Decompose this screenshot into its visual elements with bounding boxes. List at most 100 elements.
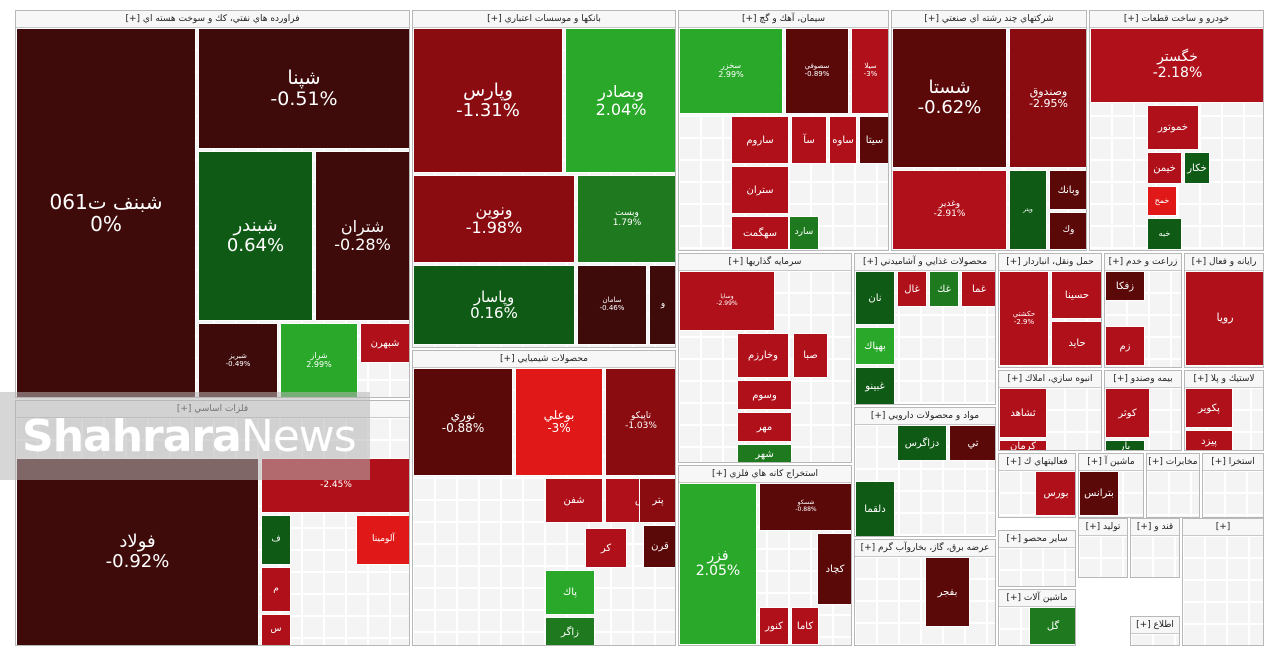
- sector-title[interactable]: رايانه و فعال [+]: [1185, 254, 1263, 271]
- minor-stock-tile[interactable]: [523, 500, 545, 522]
- minor-stock-tile[interactable]: [987, 381, 995, 403]
- minor-stock-tile[interactable]: [943, 491, 965, 513]
- minor-stock-tile[interactable]: [877, 226, 888, 248]
- minor-stock-tile[interactable]: [457, 588, 479, 610]
- minor-stock-tile[interactable]: [1203, 471, 1225, 493]
- stock-tile[interactable]: وسايا -2.99%: [679, 271, 775, 331]
- minor-stock-tile[interactable]: [1065, 548, 1075, 570]
- minor-stock-tile[interactable]: [633, 610, 655, 632]
- stock-tile[interactable]: پتر: [639, 478, 675, 523]
- minor-stock-tile[interactable]: [413, 522, 435, 544]
- minor-stock-tile[interactable]: [789, 293, 811, 315]
- minor-stock-tile[interactable]: [855, 182, 877, 204]
- sector-title[interactable]: محصولات غذايي و آشاميدني [+]: [855, 254, 995, 271]
- minor-stock-tile[interactable]: [457, 522, 479, 544]
- stock-tile[interactable]: بترانس: [1079, 471, 1119, 516]
- stock-tile[interactable]: م: [261, 567, 291, 612]
- minor-stock-tile[interactable]: [701, 359, 723, 381]
- minor-stock-tile[interactable]: [302, 528, 324, 550]
- minor-stock-tile[interactable]: [899, 557, 921, 579]
- minor-stock-tile[interactable]: [457, 632, 479, 645]
- minor-stock-tile[interactable]: [390, 638, 409, 645]
- stock-tile[interactable]: سيلا -3%: [851, 28, 888, 114]
- stock-tile[interactable]: وسوم: [737, 380, 792, 410]
- minor-stock-tile[interactable]: [921, 381, 943, 403]
- minor-stock-tile[interactable]: [1251, 432, 1263, 450]
- minor-stock-tile[interactable]: [855, 623, 877, 645]
- minor-stock-tile[interactable]: [1222, 226, 1244, 248]
- minor-stock-tile[interactable]: [1183, 602, 1205, 624]
- minor-stock-tile[interactable]: [679, 248, 701, 250]
- minor-stock-tile[interactable]: [877, 182, 888, 204]
- minor-stock-tile[interactable]: [789, 447, 811, 462]
- minor-stock-tile[interactable]: [833, 315, 851, 337]
- minor-stock-tile[interactable]: [999, 570, 1021, 586]
- minor-stock-tile[interactable]: [987, 601, 995, 623]
- minor-stock-tile[interactable]: [1249, 536, 1263, 558]
- stock-tile[interactable]: حايد: [1051, 321, 1101, 366]
- minor-stock-tile[interactable]: [1112, 138, 1134, 160]
- minor-stock-tile[interactable]: [457, 478, 479, 500]
- minor-stock-tile[interactable]: [999, 515, 1021, 517]
- minor-stock-tile[interactable]: [435, 610, 457, 632]
- stock-tile[interactable]: ساروم: [731, 116, 789, 164]
- stock-tile[interactable]: فزر 2.05%: [679, 483, 757, 645]
- stock-tile[interactable]: كاما: [791, 607, 819, 645]
- minor-stock-tile[interactable]: [833, 425, 851, 447]
- stock-tile[interactable]: شستا -0.62%: [892, 28, 1007, 168]
- stock-tile[interactable]: وپاسار 0.16%: [413, 265, 575, 345]
- minor-stock-tile[interactable]: [965, 403, 987, 404]
- minor-stock-tile[interactable]: [877, 557, 899, 579]
- minor-stock-tile[interactable]: [435, 544, 457, 566]
- minor-stock-tile[interactable]: [633, 566, 655, 588]
- minor-stock-tile[interactable]: [346, 572, 368, 594]
- minor-stock-tile[interactable]: [833, 403, 851, 425]
- minor-stock-tile[interactable]: [679, 204, 701, 226]
- stock-tile[interactable]: ثشاهد: [999, 388, 1047, 438]
- minor-stock-tile[interactable]: [1149, 432, 1171, 450]
- stock-tile[interactable]: خگستر -2.18%: [1090, 28, 1263, 103]
- minor-stock-tile[interactable]: [1205, 624, 1227, 645]
- minor-stock-tile[interactable]: [1191, 471, 1199, 493]
- minor-stock-tile[interactable]: [999, 471, 1021, 493]
- minor-stock-tile[interactable]: [633, 632, 655, 645]
- minor-stock-tile[interactable]: [679, 116, 701, 138]
- minor-stock-tile[interactable]: [413, 500, 435, 522]
- sector-title[interactable]: فعاليتهاي ك [+]: [999, 454, 1075, 471]
- minor-stock-tile[interactable]: [877, 425, 899, 447]
- minor-stock-tile[interactable]: [1227, 536, 1249, 558]
- minor-stock-tile[interactable]: [1244, 248, 1263, 250]
- stock-tile[interactable]: شهر: [737, 444, 792, 462]
- minor-stock-tile[interactable]: [855, 601, 877, 623]
- minor-stock-tile[interactable]: [965, 359, 987, 381]
- sector-title[interactable]: زراعت و خدم [+]: [1105, 254, 1181, 271]
- minor-stock-tile[interactable]: [811, 381, 833, 403]
- minor-stock-tile[interactable]: [1153, 536, 1175, 558]
- minor-stock-tile[interactable]: [833, 447, 851, 462]
- stock-tile[interactable]: غك: [929, 271, 959, 307]
- minor-stock-tile[interactable]: [789, 271, 811, 293]
- minor-stock-tile[interactable]: [855, 447, 877, 469]
- minor-stock-tile[interactable]: [1227, 558, 1249, 580]
- minor-stock-tile[interactable]: [1043, 570, 1065, 586]
- minor-stock-tile[interactable]: [1227, 602, 1249, 624]
- minor-stock-tile[interactable]: [811, 425, 833, 447]
- minor-stock-tile[interactable]: [899, 623, 921, 645]
- minor-stock-tile[interactable]: [1222, 160, 1244, 182]
- minor-stock-tile[interactable]: [523, 566, 545, 588]
- stock-tile[interactable]: نان: [855, 271, 895, 325]
- stock-tile[interactable]: كوثر: [1105, 388, 1150, 438]
- minor-stock-tile[interactable]: [1087, 432, 1101, 450]
- minor-stock-tile[interactable]: [1131, 536, 1153, 558]
- minor-stock-tile[interactable]: [1171, 388, 1181, 410]
- minor-stock-tile[interactable]: [1205, 580, 1227, 602]
- stock-tile[interactable]: حسينا: [1051, 271, 1101, 319]
- minor-stock-tile[interactable]: [479, 478, 501, 500]
- minor-stock-tile[interactable]: [789, 549, 811, 571]
- minor-stock-tile[interactable]: [1183, 580, 1205, 602]
- minor-stock-tile[interactable]: [1153, 558, 1175, 577]
- minor-stock-tile[interactable]: [655, 588, 675, 610]
- minor-stock-tile[interactable]: [789, 425, 811, 447]
- sector-title[interactable]: بانكها و موسسات اعتباري [+]: [413, 11, 675, 28]
- minor-stock-tile[interactable]: [324, 572, 346, 594]
